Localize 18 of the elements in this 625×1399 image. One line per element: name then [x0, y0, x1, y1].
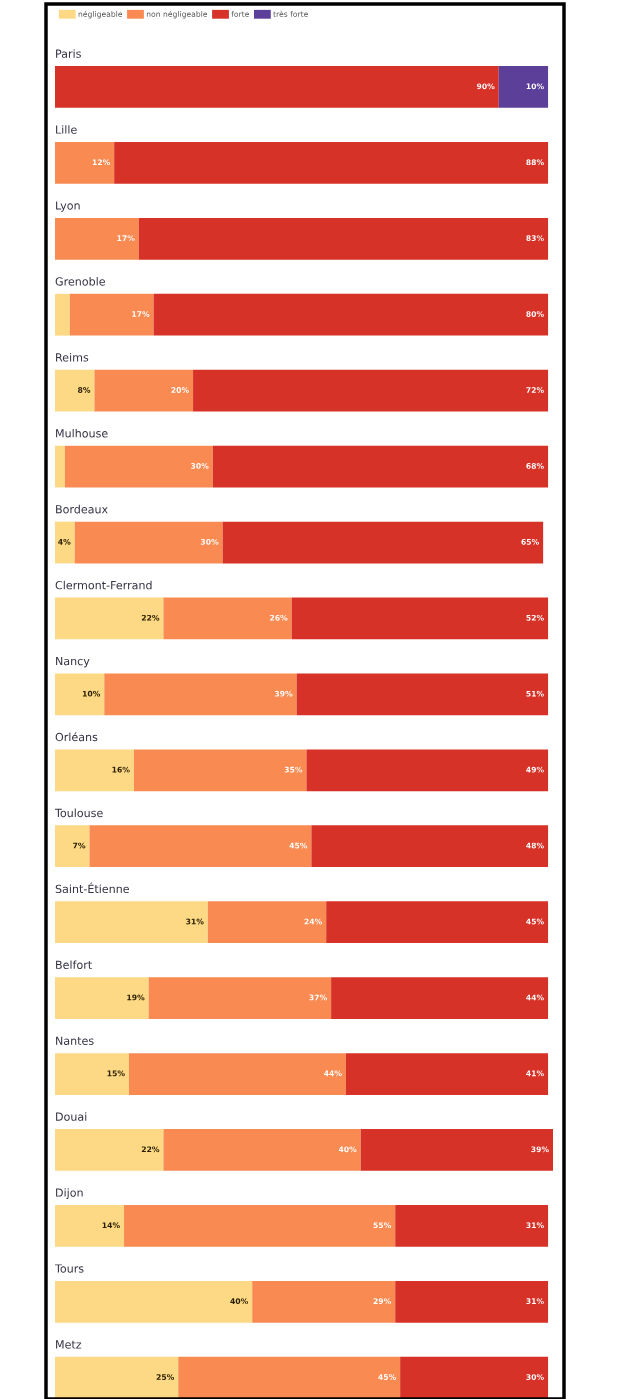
y-tick-label: Grenoble — [55, 277, 105, 286]
y-tick-label: Lyon — [56, 201, 80, 212]
y-tick-label: Douai — [56, 1112, 87, 1121]
y-tick-label: Paris — [56, 49, 81, 58]
y-tick-label: Belfort — [56, 960, 92, 969]
y-tick-label: Mulhouse — [56, 428, 108, 438]
y-tick-label: Toulouse — [54, 808, 103, 818]
y-tick-label: Saint-Étienne — [55, 882, 129, 894]
y-tick-label: Reims — [56, 352, 89, 362]
y-tick-label: Dijon — [56, 1188, 83, 1199]
y-tick-label: Lille — [56, 125, 77, 134]
y-tick-label: Orléans — [55, 732, 98, 742]
y-tick-label: Tours — [54, 1264, 84, 1273]
y-tick-label: Nancy — [56, 657, 90, 668]
y-tick-label: Bordeaux — [56, 504, 108, 514]
y-tick-label: Nantes — [56, 1036, 94, 1045]
y-tick-label: Clermont-Ferrand — [55, 580, 152, 590]
y-tick-label: Metz — [56, 1340, 82, 1349]
